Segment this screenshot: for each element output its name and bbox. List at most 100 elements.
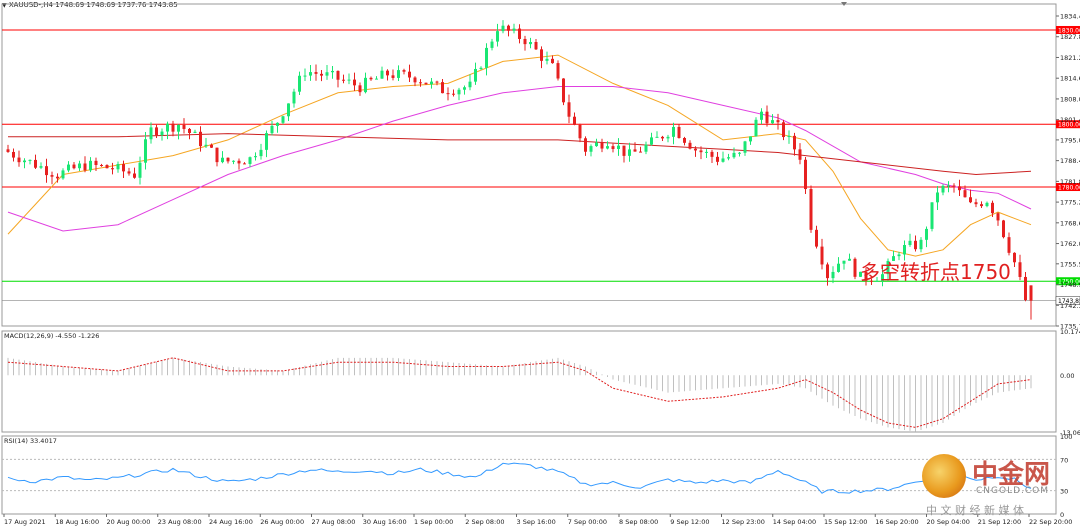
level-tag-1780.00 xyxy=(1056,183,1080,192)
bull-candle xyxy=(787,135,791,138)
bear-candle xyxy=(996,213,1000,221)
bull-candle xyxy=(78,163,81,169)
bear-candle xyxy=(798,149,802,160)
bear-candle xyxy=(639,151,642,153)
bull-candle xyxy=(309,72,312,76)
brand-name: 中金网 xyxy=(972,460,1051,490)
level-tag-1750.00 xyxy=(1056,277,1080,286)
bear-candle xyxy=(424,82,428,85)
bear-candle xyxy=(765,111,769,124)
bear-candle xyxy=(567,102,571,117)
level-label-1800.00: 1800.00 xyxy=(1058,122,1080,129)
y-tick-label: 1801.45 xyxy=(1060,116,1080,124)
bull-candle xyxy=(221,157,224,163)
bear-candle xyxy=(199,131,202,147)
bear-candle xyxy=(562,78,565,103)
bear-candle xyxy=(237,160,241,164)
bear-candle xyxy=(963,190,967,198)
bear-candle xyxy=(694,148,697,151)
bull-candle xyxy=(732,152,736,158)
bull-candle xyxy=(204,144,208,147)
bear-candle xyxy=(809,189,813,230)
y-tick-label: 1834.45 xyxy=(1060,13,1080,21)
bear-candle xyxy=(391,75,395,78)
bull-candle xyxy=(490,41,494,48)
bull-candle xyxy=(23,160,26,163)
y-tick-label: 1742.35 xyxy=(1060,302,1080,310)
bear-candle xyxy=(50,175,54,177)
bull-candle xyxy=(325,72,329,76)
shift-marker-icon xyxy=(841,2,847,6)
bear-candle xyxy=(105,165,109,169)
bull-candle xyxy=(479,67,483,69)
bull-candle xyxy=(292,91,296,104)
bull-candle xyxy=(259,149,263,157)
dropdown-icon[interactable]: ▼ xyxy=(2,2,7,9)
bull-candle xyxy=(545,58,549,61)
pane-frame-2 xyxy=(1,435,1057,515)
rsi-title: RSI(14) 33.4017 xyxy=(4,437,57,445)
bear-candle xyxy=(446,93,450,95)
bear-candle xyxy=(182,124,186,129)
y-tick-label: 1762.00 xyxy=(1060,240,1080,248)
rsi-tick-label: 70 xyxy=(1060,456,1068,464)
bear-candle xyxy=(127,171,131,174)
bull-candle xyxy=(837,263,840,272)
bear-candle xyxy=(215,147,219,163)
bull-candle xyxy=(457,89,461,95)
bull-candle xyxy=(485,47,488,68)
bear-candle xyxy=(72,164,76,169)
bull-candle xyxy=(617,145,620,150)
bull-candle xyxy=(941,185,945,193)
bear-candle xyxy=(94,160,98,165)
macd-tick-label: 0.00 xyxy=(1060,372,1074,380)
bull-candle xyxy=(738,152,741,154)
rsi-line xyxy=(7,462,1032,494)
bear-candle xyxy=(584,138,587,152)
bear-candle xyxy=(353,79,356,86)
y-tick-label: 1814.65 xyxy=(1060,75,1080,83)
y-tick-label: 1748.95 xyxy=(1060,281,1080,289)
x-tick-label: 20 Aug 00:00 xyxy=(107,518,151,526)
bull-candle xyxy=(160,131,164,136)
bear-candle xyxy=(435,81,439,83)
x-tick-label: 8 Sep 08:00 xyxy=(619,518,658,526)
bear-candle xyxy=(815,229,818,247)
bear-candle xyxy=(45,166,48,176)
bear-candle xyxy=(369,77,373,80)
bull-candle xyxy=(364,77,367,93)
bull-candle xyxy=(930,202,934,229)
bear-candle xyxy=(34,159,37,168)
bull-candle xyxy=(655,136,659,138)
bear-candle xyxy=(611,146,615,150)
bear-candle xyxy=(358,85,362,93)
bull-candle xyxy=(380,70,384,79)
x-tick-label: 24 Aug 16:00 xyxy=(209,518,253,526)
bear-candle xyxy=(100,164,103,166)
bull-candle xyxy=(721,158,725,162)
y-tick-label: 1821.25 xyxy=(1060,54,1080,62)
bull-candle xyxy=(270,125,274,134)
bear-candle xyxy=(980,204,983,207)
x-tick-label: 14 Sep 04:00 xyxy=(773,518,816,526)
bull-candle xyxy=(606,146,609,149)
bull-candle xyxy=(144,139,147,163)
bull-candle xyxy=(39,166,43,168)
bear-candle xyxy=(17,157,21,163)
bear-candle xyxy=(556,63,560,79)
level-label-1830.00: 1830.00 xyxy=(1058,27,1080,34)
x-tick-label: 12 Sep 23:00 xyxy=(722,518,765,526)
bear-candle xyxy=(573,116,576,125)
rsi-tick-label: 0 xyxy=(1060,511,1064,519)
pane-frame-0 xyxy=(1,3,1057,327)
x-tick-label: 23 Aug 08:00 xyxy=(158,518,202,526)
bear-candle xyxy=(243,163,246,165)
bear-candle xyxy=(210,144,213,148)
bear-candle xyxy=(600,142,604,149)
bear-candle xyxy=(386,70,389,76)
bull-candle xyxy=(61,170,65,179)
bear-candle xyxy=(914,240,917,250)
bull-candle xyxy=(919,239,923,250)
bear-candle xyxy=(952,185,956,187)
